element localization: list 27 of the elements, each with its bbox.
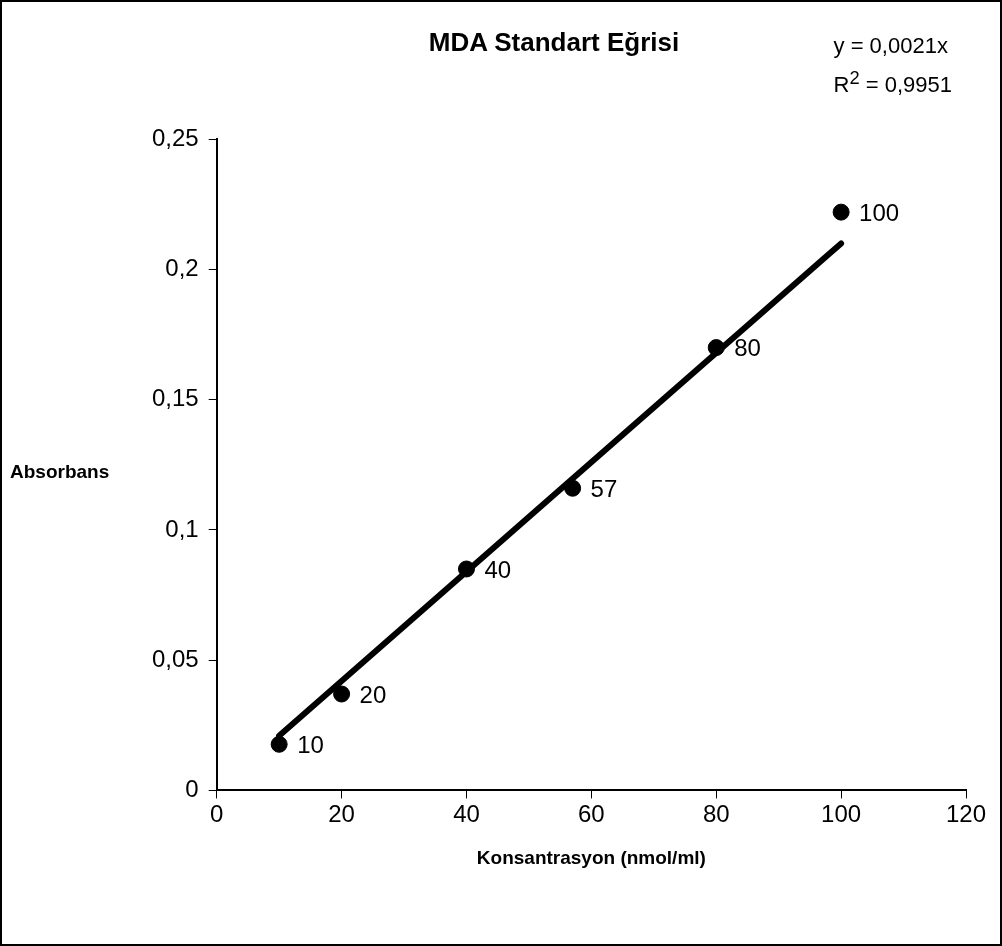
x-tick-label: 20	[328, 800, 355, 828]
point	[832, 203, 850, 221]
x-tick-label: 60	[578, 800, 605, 828]
y-tick-label: 0	[185, 775, 199, 803]
chart-title: MDA Standart Eğrisi	[428, 26, 680, 57]
y-tick-label: 0,25	[151, 123, 199, 151]
x-tick-label: 40	[453, 800, 480, 828]
annotation: 80	[734, 334, 761, 362]
x-tick-label: 120	[945, 800, 987, 828]
annotation: 40	[484, 555, 512, 583]
point	[270, 735, 288, 753]
y-tick-label: 0,05	[151, 644, 199, 672]
y-axis-title: Absorbans	[10, 461, 110, 483]
annotation: 20	[359, 680, 387, 708]
x-tick-label: 0	[210, 800, 224, 828]
x-tick-label: 80	[702, 800, 730, 828]
x-tick-label: 100	[821, 800, 862, 828]
y-tick-label: 0,1	[165, 514, 199, 542]
point	[333, 685, 351, 703]
text: y = 0,0021x	[833, 32, 949, 60]
annotation: 10	[297, 730, 324, 758]
text: R$^{2}$ = 0,9951	[833, 66, 952, 100]
annotation: 57	[590, 474, 618, 502]
annotation: 100	[859, 198, 900, 226]
y-tick-label: 0,2	[165, 254, 199, 282]
x-axis-title: Konsantrasyon (nmol/ml)	[476, 846, 706, 868]
y-tick-label: 0,15	[151, 384, 199, 412]
